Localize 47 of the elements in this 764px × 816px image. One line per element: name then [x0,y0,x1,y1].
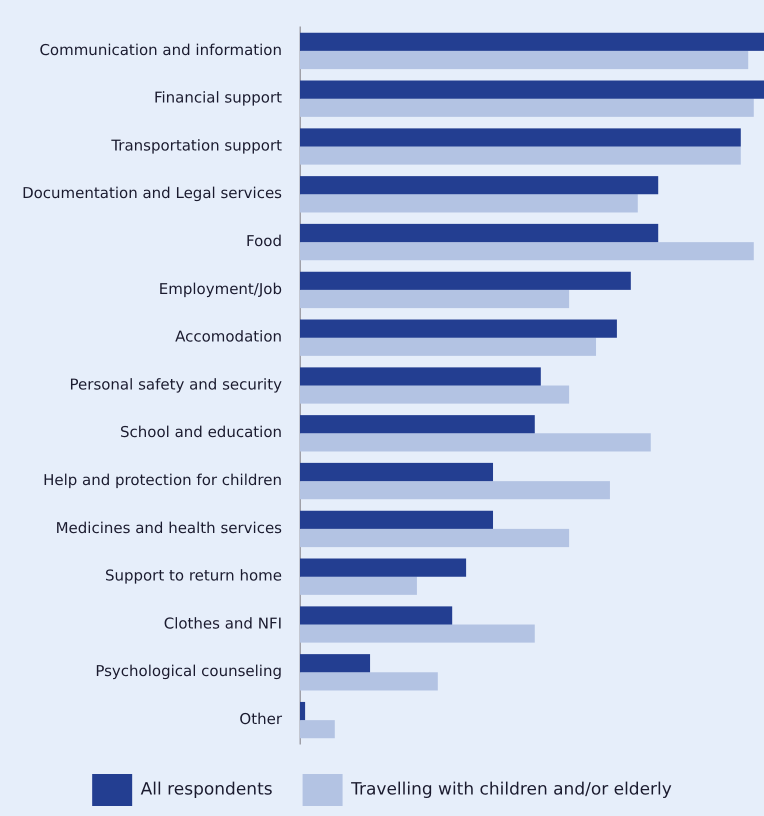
bar [300,242,754,260]
bar [300,32,764,51]
bar [300,367,541,386]
y-tick-label: Medicines and health services [56,518,282,537]
bar [300,146,741,165]
bar [300,654,370,672]
y-tick-label: Support to return home [104,566,282,585]
bar [300,272,631,290]
bar [300,576,417,595]
y-tick-label: Transportation support [110,136,282,154]
bar [300,702,306,720]
y-tick-label: Employment/Job [158,280,282,298]
bar [300,128,741,146]
legend-label: All respondents [140,779,273,800]
y-tick-label: School and education [120,423,282,442]
y-tick-label: Communication and information [39,40,282,59]
y-tick-label: Documentation and Legal services [22,184,282,202]
y-tick-label: Financial support [154,88,282,107]
bar [300,50,748,70]
bar [300,528,570,548]
bar [300,415,535,434]
bar [300,672,438,690]
bar [300,176,658,194]
bar [300,194,638,212]
bar [300,510,494,529]
bar [300,606,452,624]
legend-label: Travelling with children and/or elderly [350,779,672,800]
bar [300,624,535,643]
bar [300,224,658,242]
bar [300,433,651,452]
bar [300,558,466,577]
y-tick-label: Other [239,710,283,728]
bar [300,98,754,117]
bar [300,720,335,738]
bar [300,338,596,356]
bar [300,290,570,308]
bar [300,320,617,338]
bar [300,80,764,99]
y-tick-label: Accomodation [175,328,282,346]
bar [300,462,494,482]
y-tick-label: Psychological counseling [95,662,282,680]
y-tick-label: Food [246,232,282,250]
y-tick-label: Help and protection for children [43,470,282,489]
bar [300,386,570,404]
y-tick-label: Personal safety and security [70,375,282,394]
y-tick-label: Clothes and NFI [164,614,282,632]
bar [300,481,610,500]
